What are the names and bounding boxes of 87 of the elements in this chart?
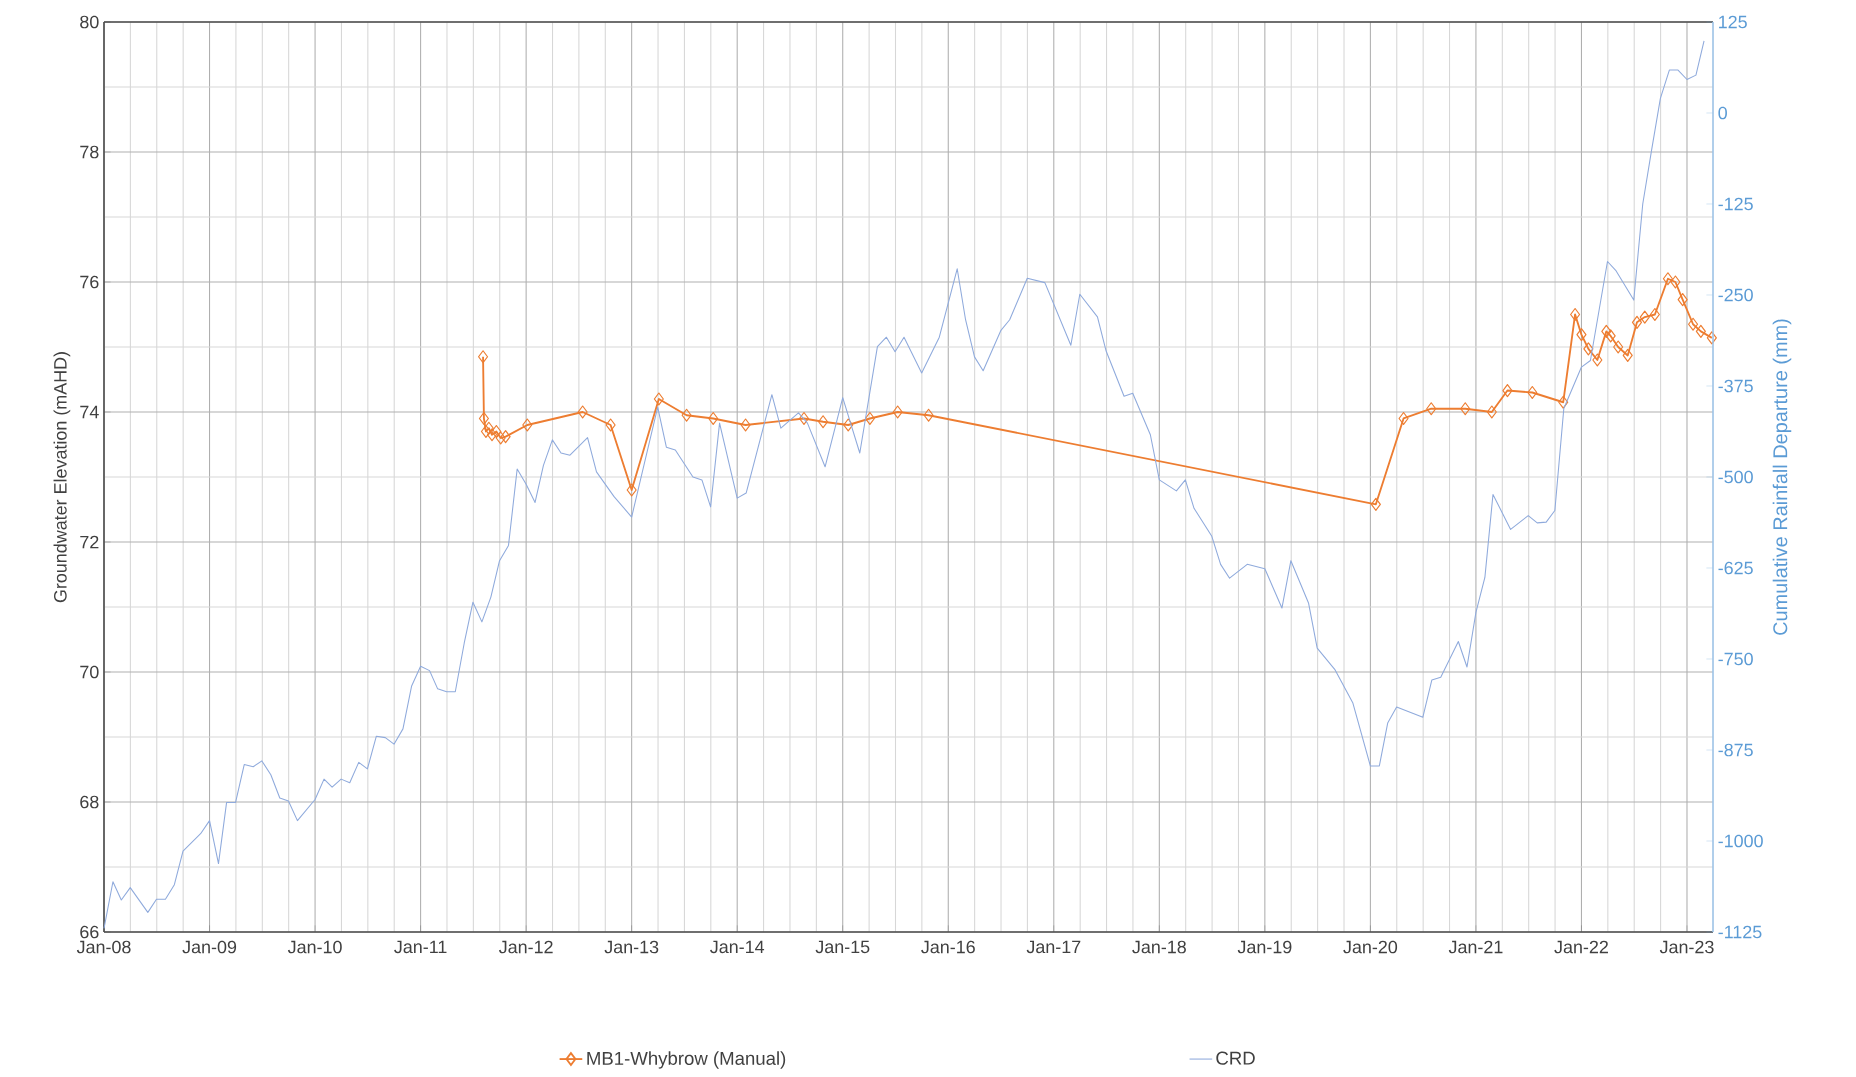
point	[500, 430, 511, 444]
point	[1460, 402, 1471, 416]
point	[1398, 411, 1409, 426]
point	[477, 350, 489, 364]
x-tick-label: Jan-18	[1132, 940, 1186, 954]
point	[1631, 315, 1643, 329]
y2-axis-title: Cumulative Rainfall Departure (mm)	[1772, 319, 1792, 635]
y-tick-label: 70	[80, 665, 99, 679]
point	[740, 418, 751, 432]
y2-tick-label: -625	[1718, 561, 1753, 575]
point	[1605, 329, 1616, 343]
y-tick-label: 68	[80, 795, 99, 809]
point	[486, 428, 498, 442]
point	[1558, 395, 1569, 409]
point	[1662, 272, 1673, 286]
x-tick-label: Jan-10	[287, 940, 342, 954]
point	[1639, 310, 1650, 324]
y2-tick-label: -750	[1718, 652, 1753, 666]
point	[923, 408, 934, 422]
y-tick-label: 74	[80, 405, 99, 419]
point	[681, 408, 692, 422]
y2-tick-label: -500	[1718, 470, 1753, 484]
point	[483, 421, 494, 435]
x-tick-label: Jan-22	[1554, 940, 1608, 954]
x-tick-label: Jan-23	[1659, 940, 1714, 954]
y2-tick-label: -875	[1718, 743, 1753, 757]
x-tick-label: Jan-17	[1026, 940, 1081, 954]
point	[1601, 324, 1612, 338]
point	[798, 411, 810, 426]
legend-label: CRD	[1216, 1051, 1255, 1065]
point	[605, 418, 616, 432]
point	[1695, 324, 1706, 338]
point	[864, 411, 875, 426]
point	[478, 411, 489, 426]
y2-tick-label: 125	[1719, 15, 1747, 29]
point	[1649, 307, 1660, 322]
point	[1706, 331, 1717, 345]
point	[708, 411, 719, 426]
y2-tick-label: -1000	[1718, 834, 1763, 848]
point	[480, 424, 492, 439]
y-tick-label: 66	[80, 925, 99, 939]
point	[1677, 292, 1688, 307]
point	[491, 424, 502, 439]
x-tick-label: Jan-21	[1448, 940, 1503, 954]
line-series	[103, 40, 1705, 929]
y2-tick-label: -375	[1718, 379, 1753, 393]
y2-tick-label: -125	[1718, 197, 1753, 211]
y-tick-label: 72	[80, 535, 99, 549]
y-tick-label: 78	[80, 145, 99, 159]
x-tick-label: Jan-16	[921, 940, 975, 954]
x-tick-label: Jan-19	[1237, 940, 1292, 954]
point	[653, 392, 664, 406]
point	[1583, 342, 1594, 356]
point	[1687, 317, 1699, 331]
x-tick-label: Jan-13	[604, 940, 659, 954]
y2-tick-label: -250	[1718, 288, 1753, 302]
x-tick-label: Jan-08	[76, 940, 131, 954]
x-tick-label: Jan-20	[1343, 940, 1398, 954]
point	[843, 418, 854, 432]
point	[1576, 328, 1587, 342]
point	[1426, 402, 1437, 416]
point	[1486, 405, 1497, 419]
x-tick-label: Jan-11	[394, 940, 447, 954]
legend-label: MB1-Whybrow (Manual)	[587, 1051, 786, 1069]
point	[1570, 307, 1581, 322]
y-tick-label: 76	[80, 275, 99, 289]
y2-tick-label: -1125	[1718, 925, 1762, 939]
x-tick-label: Jan-14	[710, 940, 765, 954]
point	[626, 483, 637, 497]
point	[892, 405, 903, 419]
point	[1622, 348, 1633, 363]
point	[1670, 275, 1681, 289]
y-tick-label: 80	[80, 15, 99, 29]
x-tick-label: Jan-15	[815, 940, 870, 954]
point	[1527, 385, 1538, 400]
y2-tick-label: 0	[1718, 106, 1727, 120]
x-tick-label: Jan-12	[498, 940, 553, 954]
point	[1502, 383, 1513, 398]
point	[817, 415, 829, 429]
point	[1613, 340, 1624, 354]
point	[1370, 497, 1381, 511]
point	[1592, 353, 1603, 367]
y-axis-title: Groundwater Elevation (mAHD)	[53, 352, 71, 603]
point	[495, 431, 506, 445]
x-tick-label: Jan-09	[182, 940, 237, 954]
point	[577, 405, 588, 419]
point	[522, 418, 533, 432]
